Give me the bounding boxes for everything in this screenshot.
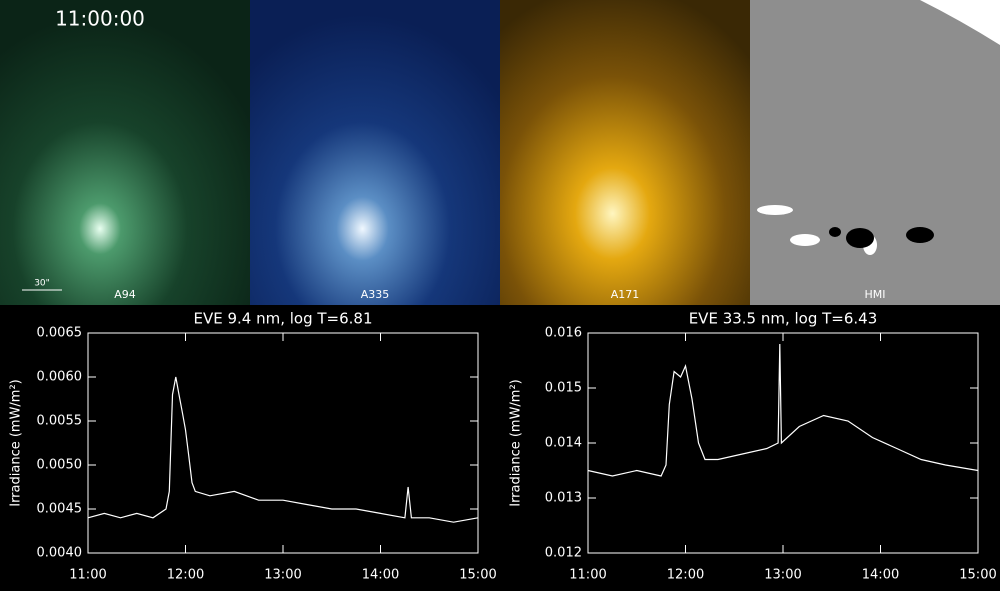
y-tick-label: 0.0040 <box>37 546 83 561</box>
y-axis-label: Irradiance (mW/m²) <box>509 379 524 507</box>
a335-image <box>250 0 500 305</box>
y-tick-label: 0.016 <box>545 326 582 341</box>
chart-title: EVE 9.4 nm, log T=6.81 <box>193 310 372 328</box>
x-tick-label: 12:00 <box>167 568 204 583</box>
hmi-image <box>750 0 1000 305</box>
y-tick-label: 0.014 <box>545 436 582 451</box>
x-tick-label: 11:00 <box>569 568 606 583</box>
x-tick-label: 11:00 <box>69 568 106 583</box>
panel-label: A335 <box>361 288 390 301</box>
x-tick-label: 13:00 <box>764 568 801 583</box>
panel-label: HMI <box>864 288 885 301</box>
hmi-limb <box>920 0 1000 45</box>
x-tick-label: 14:00 <box>362 568 399 583</box>
panel-label: A171 <box>611 288 640 301</box>
x-tick-label: 14:00 <box>862 568 899 583</box>
y-tick-label: 0.0050 <box>37 458 83 473</box>
hmi-negative <box>829 227 934 248</box>
y-tick-label: 0.0065 <box>37 326 83 341</box>
x-tick-label: 15:00 <box>959 568 996 583</box>
panel-label: A94 <box>114 288 136 301</box>
data-line <box>587 343 979 477</box>
chart-title: EVE 33.5 nm, log T=6.43 <box>689 310 878 328</box>
y-axis-label: Irradiance (mW/m²) <box>9 379 24 507</box>
y-tick-label: 0.012 <box>545 546 582 561</box>
a94-image <box>0 0 250 305</box>
a171-image <box>500 0 750 305</box>
x-tick-label: 15:00 <box>459 568 496 583</box>
y-tick-label: 0.0060 <box>37 370 83 385</box>
plot-frame <box>587 332 979 554</box>
data-line <box>87 376 479 523</box>
time-label: 11:00:00 <box>55 7 145 31</box>
y-tick-label: 0.015 <box>545 381 582 396</box>
y-tick-label: 0.013 <box>545 491 582 506</box>
scale-label: 30" <box>34 279 50 289</box>
x-tick-label: 13:00 <box>264 568 301 583</box>
image-panels: 11:00:00 30" A94 A335 A171 HMI <box>0 0 1000 305</box>
plot-frame <box>87 332 479 554</box>
y-tick-label: 0.0045 <box>37 502 83 517</box>
x-tick-label: 12:00 <box>667 568 704 583</box>
y-tick-label: 0.0055 <box>37 414 83 429</box>
